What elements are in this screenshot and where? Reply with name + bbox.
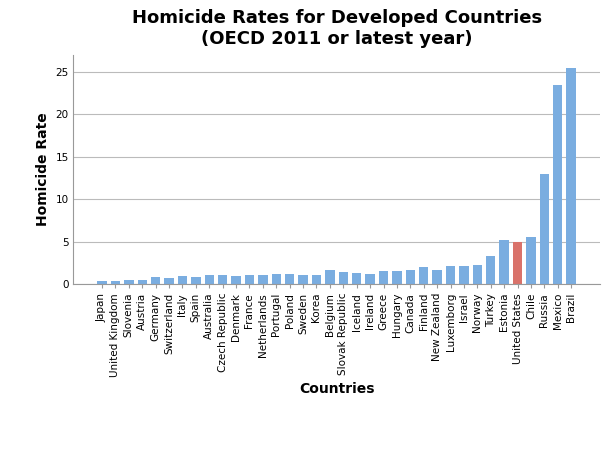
Bar xyxy=(165,278,174,284)
Bar xyxy=(204,275,214,284)
Bar xyxy=(97,281,106,284)
Title: Homicide Rates for Developed Countries
(OECD 2011 or latest year): Homicide Rates for Developed Countries (… xyxy=(132,9,542,48)
Bar xyxy=(272,274,281,284)
Bar xyxy=(472,265,482,284)
Bar xyxy=(138,280,147,284)
Bar xyxy=(352,273,362,284)
Bar xyxy=(392,271,401,284)
Bar xyxy=(191,277,201,284)
Bar xyxy=(111,281,120,284)
Bar xyxy=(567,68,576,284)
Bar xyxy=(513,241,522,284)
Bar xyxy=(124,280,133,284)
Bar xyxy=(218,275,228,284)
Bar xyxy=(499,240,509,284)
Bar xyxy=(177,276,187,284)
Bar xyxy=(553,85,562,284)
Bar xyxy=(312,275,321,284)
X-axis label: Countries: Countries xyxy=(299,382,375,396)
Bar xyxy=(231,276,241,284)
Bar xyxy=(419,267,428,284)
Bar xyxy=(433,270,442,284)
Bar xyxy=(285,274,294,284)
Bar xyxy=(526,237,536,284)
Y-axis label: Homicide Rate: Homicide Rate xyxy=(35,113,50,226)
Bar xyxy=(245,275,254,284)
Bar xyxy=(325,270,335,284)
Bar xyxy=(258,275,267,284)
Bar xyxy=(446,266,455,284)
Bar xyxy=(151,277,160,284)
Bar xyxy=(406,270,415,284)
Bar xyxy=(459,266,469,284)
Bar xyxy=(365,274,375,284)
Bar xyxy=(299,275,308,284)
Bar xyxy=(486,256,496,284)
Bar xyxy=(379,271,388,284)
Bar xyxy=(338,272,348,284)
Bar xyxy=(540,174,549,284)
